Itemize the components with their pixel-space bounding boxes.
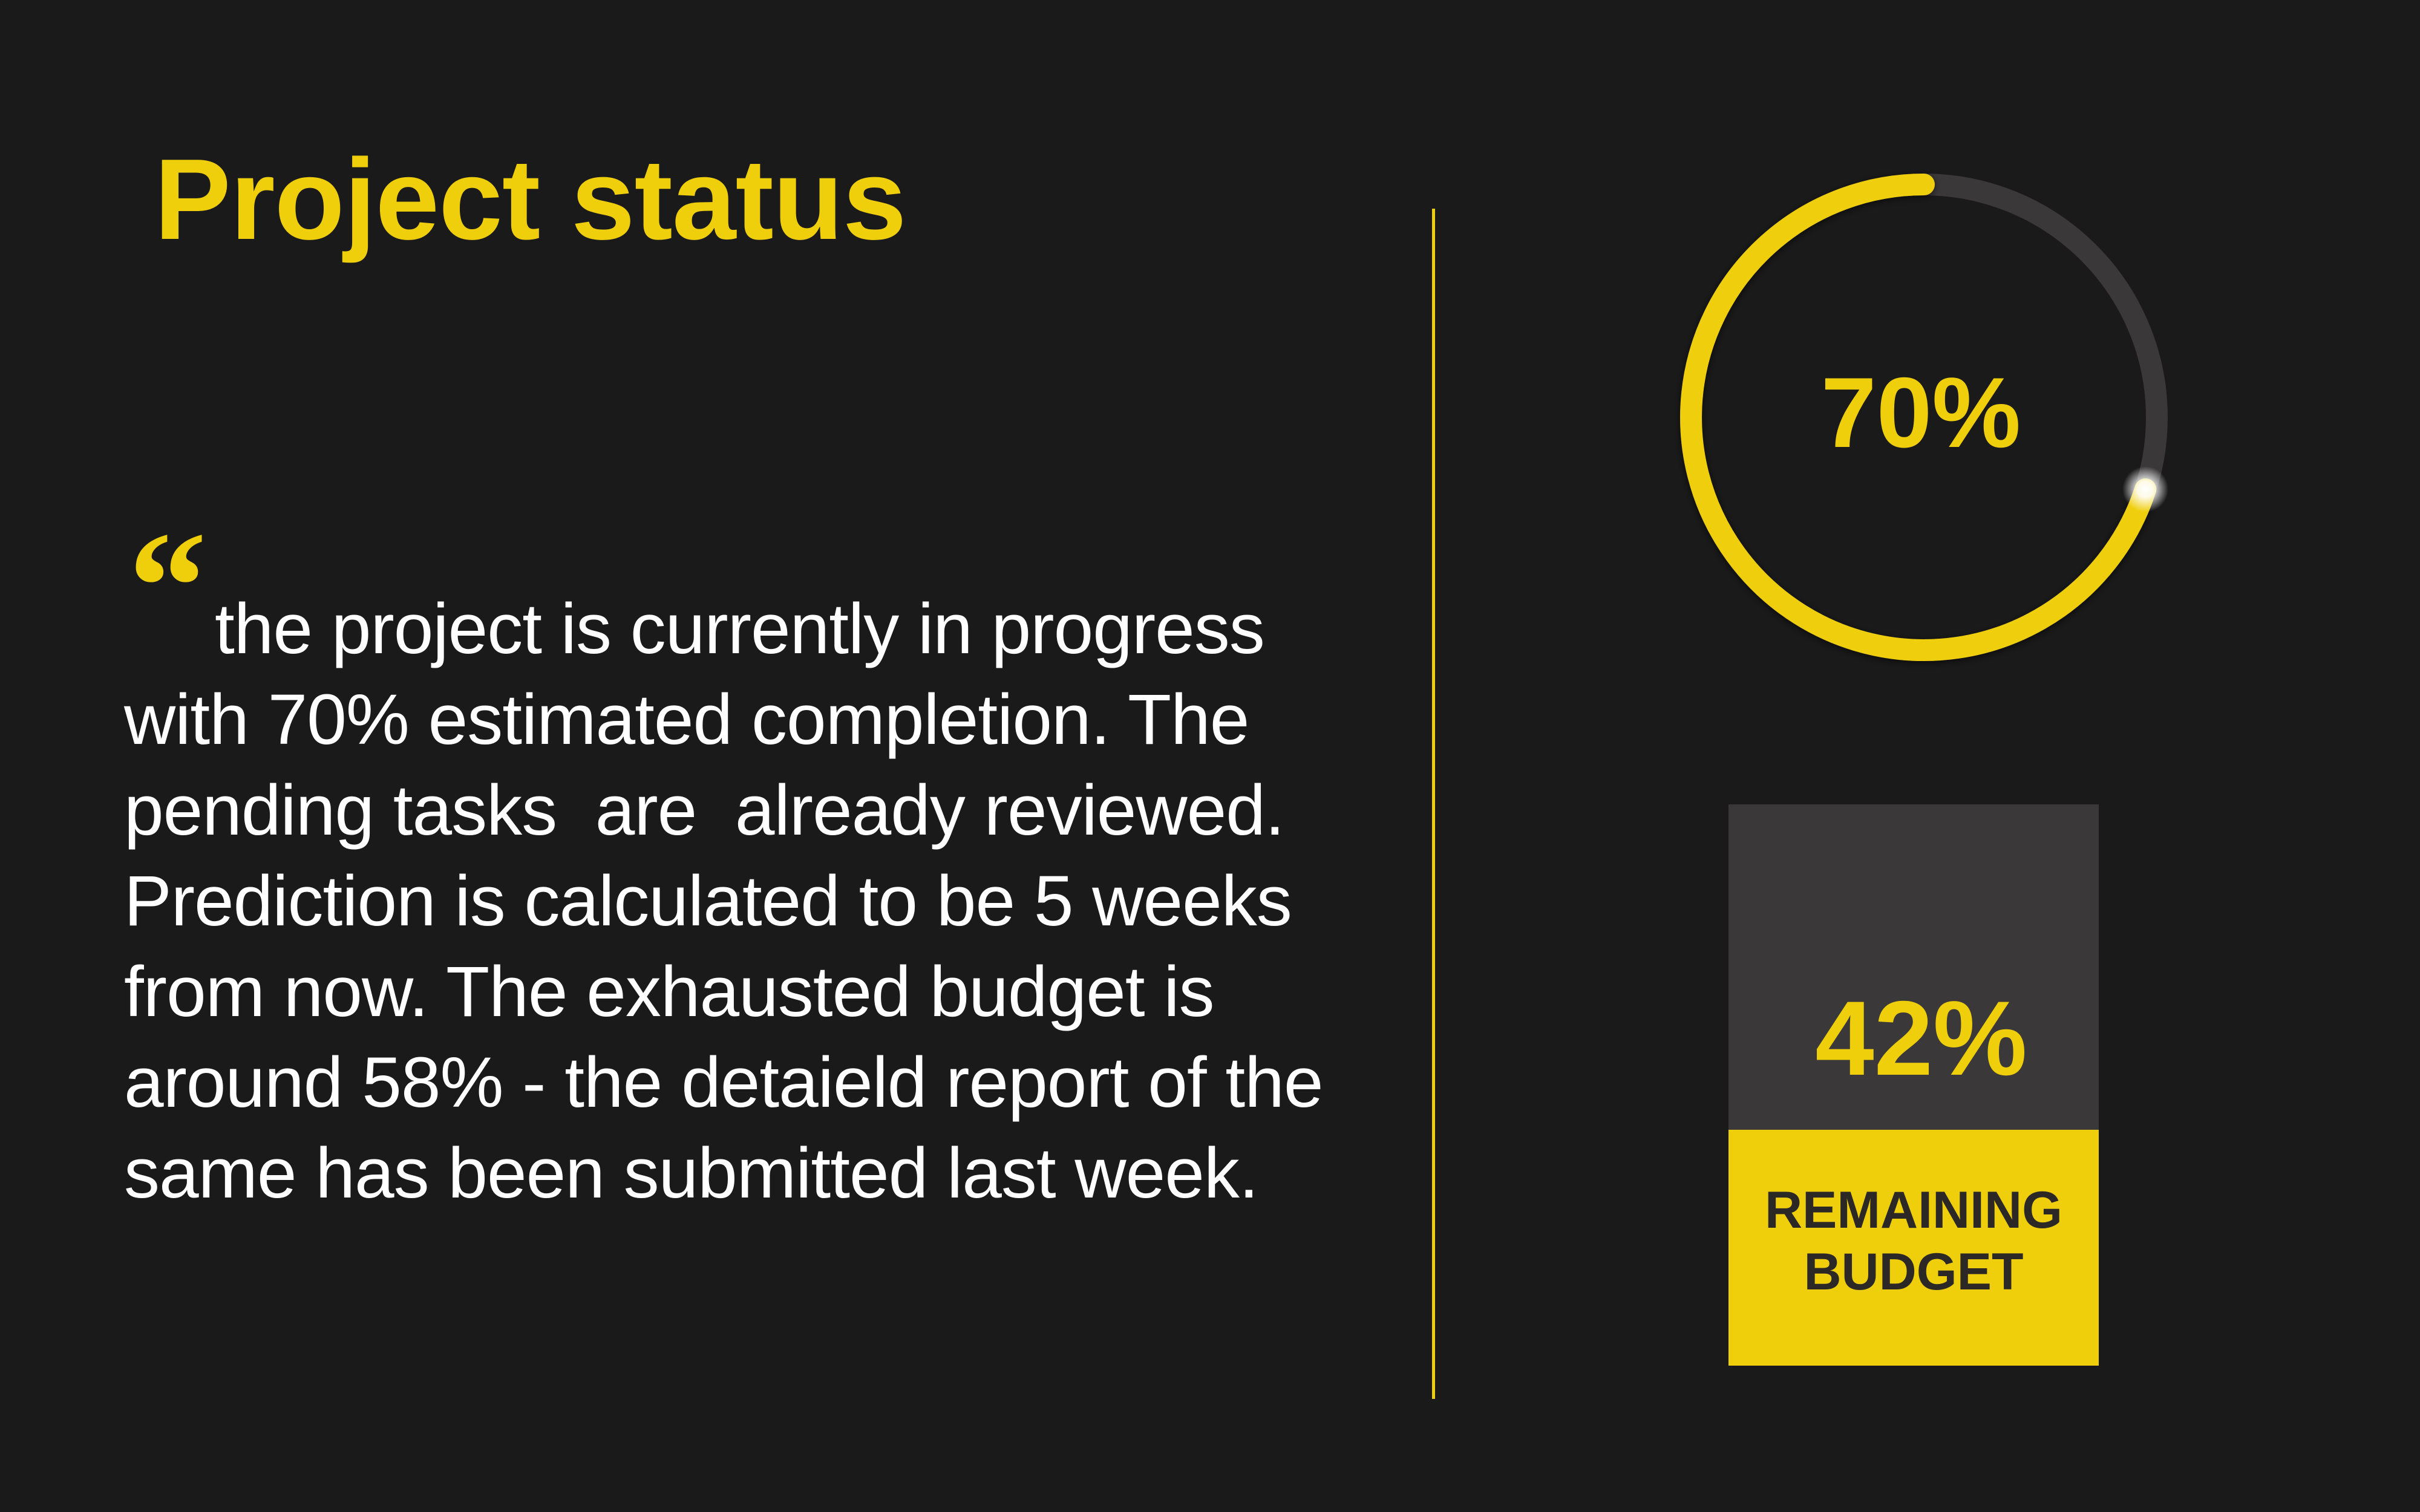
completion-percent: 70% [1820, 357, 2021, 468]
remaining-budget-label: REMAINING BUDGET [1764, 1181, 2063, 1301]
quote-mark-icon: “ [128, 500, 207, 674]
remaining-budget-percent: 42% [1815, 980, 2027, 1098]
donut-progress-arc [1680, 174, 2157, 661]
vertical-divider [1432, 209, 1435, 1399]
donut-glow-icon [2122, 466, 2169, 512]
completion-donut [1680, 174, 2169, 661]
remaining-budget-card: 42% REMAINING BUDGET [1728, 804, 2099, 1366]
page-title: Project status [154, 135, 907, 264]
status-description: the project is currently in progress wit… [124, 589, 1323, 1213]
remaining-budget-fill [1728, 1130, 2099, 1366]
